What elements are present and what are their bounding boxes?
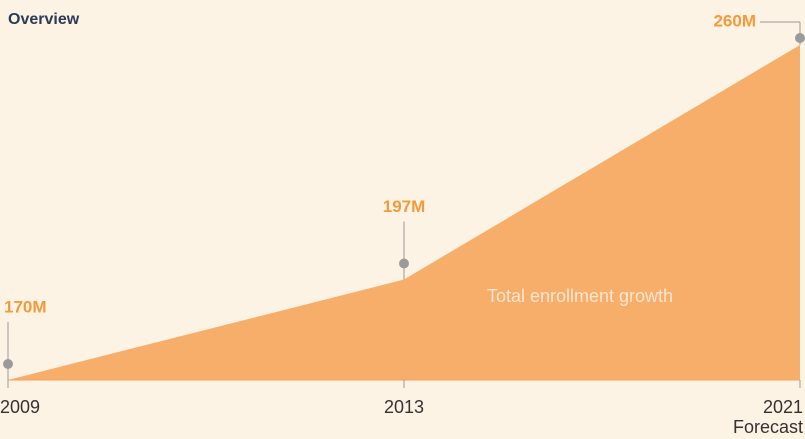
x-tick-label: 2021 (763, 397, 803, 417)
annotation: Forecast (733, 417, 803, 437)
leader-dot (399, 258, 409, 269)
x-tick-label: 2009 (0, 397, 40, 417)
leader-dot (3, 359, 13, 369)
x-tick-label: 2013 (384, 397, 424, 417)
series-label: Total enrollment growth (487, 286, 673, 306)
area (8, 45, 800, 380)
chart-title: Overview (8, 11, 80, 28)
value-label: 197M (383, 197, 426, 216)
value-label: 260M (713, 11, 756, 30)
leader-dot (795, 33, 805, 43)
value-label: 170M (4, 297, 47, 316)
